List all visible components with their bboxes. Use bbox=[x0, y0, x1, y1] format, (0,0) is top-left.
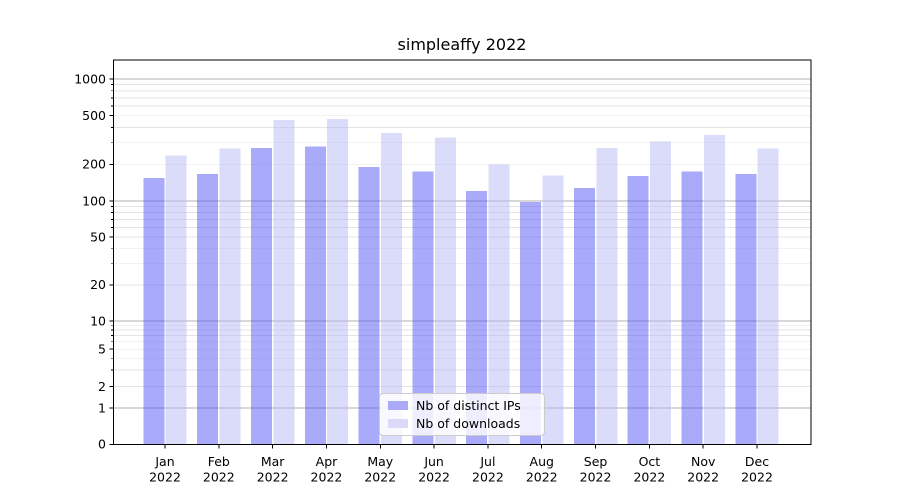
y-tick-label: 10 bbox=[90, 313, 106, 328]
bar-downloads-jun bbox=[434, 137, 456, 445]
bar-downloads-oct bbox=[650, 141, 672, 445]
x-tick-label: Jul 2022 bbox=[472, 454, 504, 485]
bar-distinct-ips-dec bbox=[735, 174, 757, 445]
legend: Nb of distinct IPs Nb of downloads bbox=[379, 393, 545, 436]
x-tick-label: Apr 2022 bbox=[311, 454, 343, 485]
bar-distinct-ips-jun bbox=[412, 171, 434, 445]
y-tick-label: 200 bbox=[82, 157, 106, 172]
legend-label-downloads: Nb of downloads bbox=[416, 416, 521, 431]
bar-downloads-aug bbox=[542, 175, 564, 445]
bar-distinct-ips-jul bbox=[466, 190, 488, 445]
bar-downloads-jan bbox=[165, 155, 187, 445]
y-tick-label: 50 bbox=[90, 229, 106, 244]
chart-title: simpleaffy 2022 bbox=[397, 35, 527, 54]
y-tick-label: 500 bbox=[82, 108, 106, 123]
bar-distinct-ips-feb bbox=[197, 174, 219, 445]
bar-distinct-ips-oct bbox=[627, 175, 649, 445]
bar-distinct-ips-sep bbox=[573, 187, 595, 445]
legend-item-distinct-ips: Nb of distinct IPs bbox=[388, 398, 544, 413]
y-tick-label: 2 bbox=[98, 379, 106, 394]
legend-item-downloads: Nb of downloads bbox=[388, 416, 544, 431]
x-tick-label: Mar 2022 bbox=[257, 454, 289, 485]
x-tick-label: May 2022 bbox=[364, 454, 396, 485]
bar-downloads-may bbox=[381, 133, 402, 445]
legend-swatch-distinct-ips-icon bbox=[388, 401, 408, 410]
bar-distinct-ips-jan bbox=[143, 178, 165, 445]
bar-downloads-feb bbox=[219, 148, 241, 445]
x-axis: Jan 2022 Feb 2022 Mar 2022 Apr 2022 May 2022 Jun 20… bbox=[149, 444, 773, 485]
x-tick-label: Aug 2022 bbox=[526, 454, 558, 485]
legend-label-distinct-ips: Nb of distinct IPs bbox=[416, 398, 521, 413]
x-tick-label: Jan 2022 bbox=[149, 454, 181, 485]
bar-downloads-jul bbox=[488, 164, 510, 445]
legend-swatch-downloads-icon bbox=[388, 419, 408, 428]
y-tick-label: 20 bbox=[90, 277, 106, 292]
bar-downloads-mar bbox=[273, 120, 295, 445]
y-axis: 0 1 2 5 10 20 50 100 200 500 1000 bbox=[74, 71, 114, 452]
y-tick-label: 1000 bbox=[74, 71, 106, 86]
y-tick-label: 1 bbox=[98, 400, 106, 415]
bar-downloads-dec bbox=[757, 148, 779, 445]
plot-border bbox=[113, 59, 812, 445]
bar-downloads-sep bbox=[596, 148, 618, 445]
y-tick-label: 100 bbox=[82, 193, 106, 208]
bar-downloads-nov bbox=[703, 135, 725, 445]
bars bbox=[143, 119, 779, 445]
x-tick-label: Sep 2022 bbox=[580, 454, 612, 485]
bar-distinct-ips-may bbox=[358, 167, 380, 445]
x-tick-label: Nov 2022 bbox=[687, 454, 719, 485]
x-tick-label: Feb 2022 bbox=[203, 454, 235, 485]
bar-downloads-apr bbox=[327, 119, 349, 445]
y-tick-label: 5 bbox=[98, 342, 106, 357]
bar-distinct-ips-apr bbox=[304, 146, 326, 445]
x-tick-label: Oct 2022 bbox=[633, 454, 665, 485]
y-tick-label: 0 bbox=[98, 437, 106, 452]
x-tick-label: Jun 2022 bbox=[418, 454, 450, 485]
bar-distinct-ips-mar bbox=[250, 148, 272, 445]
x-tick-label: Dec 2022 bbox=[741, 454, 773, 485]
bar-distinct-ips-aug bbox=[520, 202, 541, 445]
bar-distinct-ips-nov bbox=[681, 171, 703, 445]
